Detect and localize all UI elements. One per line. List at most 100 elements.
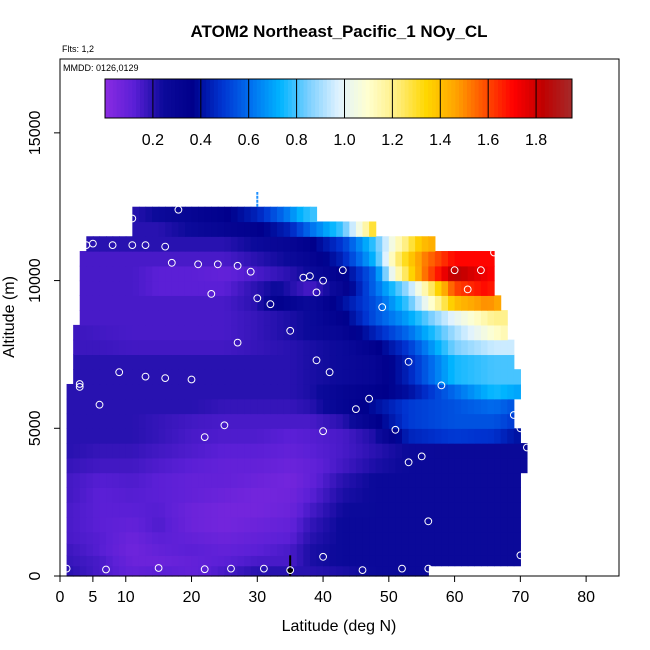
heatmap-cell	[244, 383, 252, 400]
heatmap-cell	[421, 324, 429, 341]
heatmap-cell	[342, 472, 350, 488]
heatmap-cell	[79, 487, 87, 503]
heatmap-cell	[257, 413, 265, 429]
heatmap-cell	[217, 487, 226, 503]
heatmap-cell	[119, 398, 127, 415]
heatmap-cell	[428, 354, 436, 370]
heatmap-cell	[191, 236, 199, 252]
heatmap-cell	[309, 383, 318, 400]
heatmap-cell	[290, 472, 298, 488]
heatmap-cell	[152, 383, 160, 400]
heatmap-cell	[99, 310, 107, 326]
flights-label: Flts: 1,2	[62, 44, 94, 54]
heatmap-cell	[79, 339, 87, 356]
colorbar-tick-label: 1.4	[429, 132, 451, 149]
heatmap-cell	[500, 472, 508, 488]
heatmap-cell	[513, 472, 521, 488]
heatmap-cell	[500, 531, 508, 545]
heatmap-cell	[323, 383, 331, 400]
heatmap-cell	[92, 251, 101, 267]
heatmap-cell	[329, 443, 337, 459]
heatmap-cell	[204, 413, 212, 429]
heatmap-cell	[191, 487, 199, 503]
heatmap-cell	[184, 443, 193, 459]
colorbar-segment	[186, 79, 192, 118]
heatmap-cell	[99, 251, 107, 267]
heatmap-cell	[145, 310, 153, 326]
heatmap-cell	[230, 369, 239, 385]
colorbar-tick-label: 0.4	[190, 132, 212, 149]
heatmap-cell	[487, 295, 495, 311]
heatmap-cell	[388, 236, 396, 252]
colorbar-segment	[276, 79, 281, 118]
heatmap-cell	[152, 487, 160, 503]
heatmap-cell	[507, 502, 515, 518]
heatmap-cell	[283, 555, 291, 567]
heatmap-cell	[500, 543, 508, 556]
heatmap-cell	[178, 265, 186, 282]
colorbar-segment	[213, 79, 219, 118]
colorbar-tick-label: 1.8	[525, 132, 547, 149]
heatmap-cell	[375, 236, 383, 252]
heatmap-cell	[112, 457, 120, 474]
heatmap-cell	[184, 565, 193, 577]
flight-point	[102, 565, 110, 574]
heatmap-cell	[428, 531, 436, 545]
heatmap-cell	[454, 295, 462, 311]
heatmap-cell	[138, 265, 147, 282]
heatmap-cell	[204, 531, 212, 545]
heatmap-cell	[244, 369, 252, 385]
heatmap-cell	[198, 310, 206, 326]
heatmap-cell	[171, 339, 179, 356]
heatmap-cell	[171, 295, 179, 311]
colorbar-segment	[155, 79, 160, 118]
heatmap-cell	[198, 369, 206, 385]
heatmap-cell	[73, 457, 81, 474]
heatmap-cell	[92, 555, 101, 567]
heatmap-cell	[217, 565, 226, 577]
heatmap-cell	[250, 369, 258, 385]
heatmap-cell	[132, 428, 140, 444]
heatmap-cell	[448, 428, 456, 444]
heatmap-cell	[336, 531, 344, 545]
heatmap-cell	[237, 472, 245, 488]
heatmap-cell	[211, 398, 219, 415]
heatmap-cell	[250, 221, 258, 237]
heatmap-cell	[329, 339, 337, 356]
heatmap-cell	[487, 413, 495, 429]
heatmap-cell	[296, 295, 304, 311]
flight-point	[128, 241, 137, 250]
flight-point	[365, 394, 374, 403]
heatmap-cell	[375, 398, 383, 415]
heatmap-cell	[112, 310, 120, 326]
heatmap-cell	[369, 428, 377, 444]
heatmap-cell	[454, 531, 462, 545]
heatmap-cell	[92, 531, 101, 545]
heatmap-cell	[349, 472, 357, 488]
heatmap-cell	[263, 565, 272, 577]
heatmap-cell	[375, 280, 383, 296]
heatmap-cell	[152, 502, 160, 518]
heatmap-cell	[204, 472, 212, 488]
heatmap-cell	[296, 443, 304, 459]
colorbar-segment	[147, 79, 153, 118]
heatmap-cell	[158, 383, 166, 400]
heatmap-cell	[369, 472, 377, 488]
heatmap-cell	[283, 236, 291, 252]
heatmap-cell	[336, 472, 344, 488]
heatmap-cell	[204, 369, 212, 385]
heatmap-cell	[342, 531, 350, 545]
heatmap-cell	[224, 310, 232, 326]
heatmap-cell	[303, 324, 311, 341]
heatmap-cell	[303, 369, 311, 385]
heatmap-cell	[250, 516, 258, 533]
heatmap-cell	[349, 457, 357, 474]
heatmap-cell	[480, 502, 489, 518]
heatmap-cell	[454, 251, 462, 267]
heatmap-cell	[448, 413, 456, 429]
heatmap-cell	[270, 206, 278, 223]
heatmap-cell	[323, 472, 331, 488]
heatmap-cell	[263, 206, 272, 223]
heatmap-cell	[395, 339, 403, 356]
